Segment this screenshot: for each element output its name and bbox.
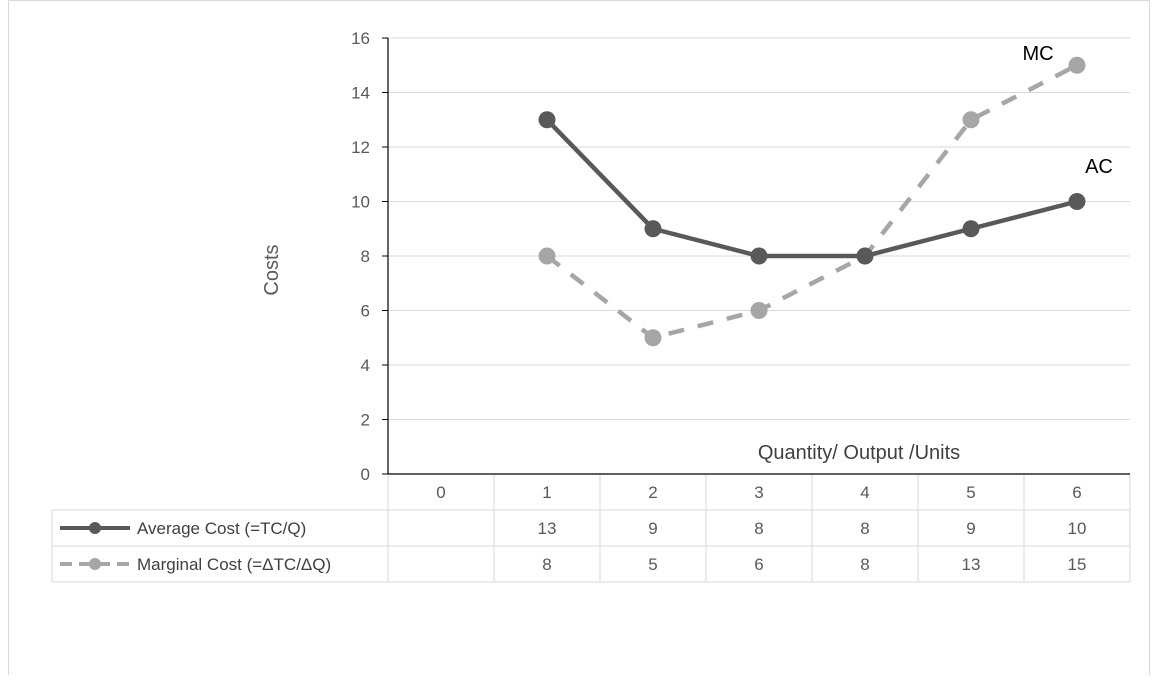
table-value-cell: 13 [538,519,557,538]
y-tick-label: 8 [361,247,370,266]
table-value-cell: 10 [1068,519,1087,538]
data-table: 0 1 2 3 4 5 6 Average Cost (=TC/Q) 13 9 8 8 9 10 Margi… [51,474,1131,583]
data-point-ac [750,247,768,265]
legend-label: Average Cost (=TC/Q) [137,519,306,538]
ac-series-label: AC [1085,156,1113,178]
x-category-label: 6 [1072,483,1081,502]
y-tick-label: 12 [351,138,370,157]
y-tick-label: 10 [351,193,370,212]
data-point-mc [538,247,556,265]
y-tick-label: 16 [351,29,370,48]
series-line-ac [545,118,1078,259]
axes: 0 2 4 6 8 10 12 14 16 [351,29,1130,484]
series-layer [538,56,1086,347]
x-category-label: 4 [860,483,869,502]
table-value-cell: 5 [648,555,657,574]
table-value-cell: 15 [1068,555,1087,574]
table-value-cell: 6 [754,555,763,574]
y-axis-label: Costs [261,244,283,295]
data-point-ac [962,220,980,238]
data-point-ac [1068,193,1086,210]
x-category-label: 3 [754,483,763,502]
table-value-cell: 13 [962,555,981,574]
legend-marker-mc [89,558,101,570]
y-tick-label: 0 [361,465,370,484]
y-tick-label: 14 [351,84,370,103]
table-value-cell: 8 [860,519,869,538]
y-tick-label: 2 [361,411,370,430]
data-point-mc [750,302,768,319]
data-point-mc [962,111,980,129]
table-value-cell: 8 [754,519,763,538]
data-point-ac [856,247,874,265]
table-value-cell: 9 [648,519,657,538]
x-axis-label: Quantity/ Output /Units [758,442,960,464]
table-value-cell: 8 [542,555,551,574]
data-point-mc [1068,56,1086,74]
x-category-label: 2 [648,483,657,502]
legend-marker-ac [89,522,101,534]
table-value-cell: 9 [966,519,975,538]
data-point-ac [644,220,662,238]
series-line-mc [545,63,1079,340]
chart-border [8,0,1150,680]
y-tick-label: 4 [361,356,370,375]
grid-lines [388,37,1130,420]
data-point-mc [644,329,662,347]
table-value-cell: 8 [860,555,869,574]
x-category-label: 5 [966,483,975,502]
data-point-ac [538,111,556,129]
y-tick-label: 6 [361,302,370,321]
x-category-label: 1 [542,483,551,502]
x-category-label: 0 [436,483,445,502]
mc-series-label: MC [1022,43,1053,65]
legend-label: Marginal Cost (=ΔTC/ΔQ) [137,555,331,574]
